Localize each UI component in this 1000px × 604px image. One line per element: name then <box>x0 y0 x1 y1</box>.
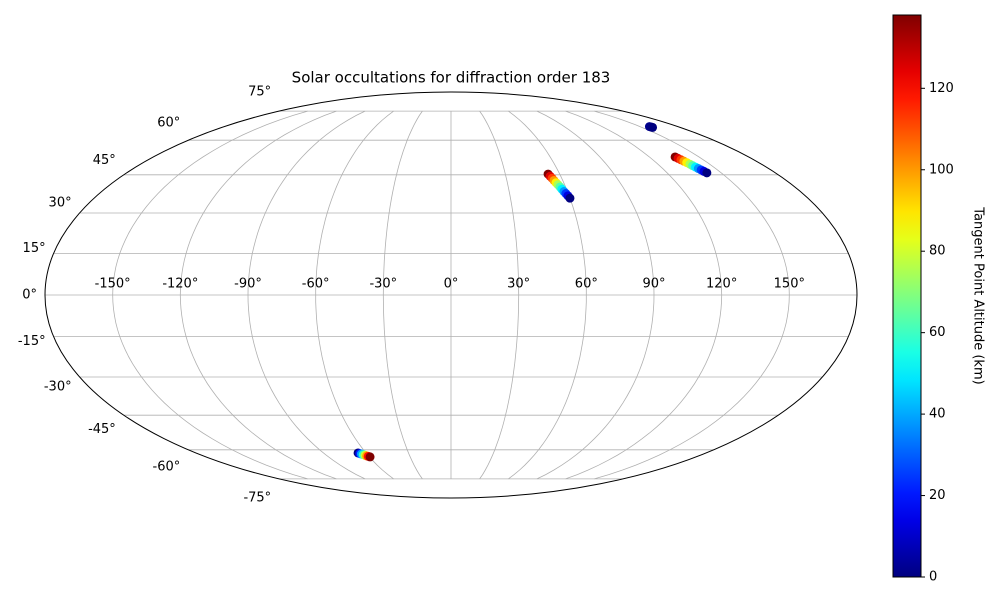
y-tick-label: 60° <box>157 115 180 130</box>
x-tick-label: -120° <box>162 277 198 292</box>
x-tick-label: 60° <box>575 277 598 292</box>
colorbar-tick-label: 120 <box>929 81 954 96</box>
x-tick-label: 30° <box>507 277 530 292</box>
x-tick-label: -90° <box>234 277 262 292</box>
y-tick-label: -60° <box>153 460 181 475</box>
x-tick-label: -30° <box>369 277 397 292</box>
colorbar <box>893 15 921 577</box>
colorbar-tick-label: 40 <box>929 407 946 422</box>
colorbar-tick-label: 0 <box>929 570 937 585</box>
x-tick-label: -150° <box>95 277 131 292</box>
y-tick-label: 15° <box>23 241 46 256</box>
x-tick-label: 90° <box>642 277 665 292</box>
map-outline <box>44 91 858 499</box>
y-tick-label: 75° <box>248 84 271 99</box>
y-tick-label: 45° <box>93 153 116 168</box>
colorbar-tick-label: 60 <box>929 325 946 340</box>
y-tick-label: -30° <box>44 380 72 395</box>
scatter-point <box>702 168 712 178</box>
y-tick-label: 30° <box>49 195 72 210</box>
colorbar-tick-label: 80 <box>929 244 946 259</box>
y-tick-label: 0° <box>22 288 37 303</box>
colorbar-label: Tangent Point Altitude (km) <box>971 206 986 384</box>
x-tick-label: 150° <box>774 277 805 292</box>
colorbar-frame <box>892 14 922 578</box>
colorbar-tick-label: 100 <box>929 162 954 177</box>
y-tick-label: -15° <box>18 334 46 349</box>
scatter-point <box>365 452 375 462</box>
y-tick-label: -45° <box>88 422 116 437</box>
x-tick-label: 0° <box>444 277 459 292</box>
x-tick-label: 120° <box>706 277 737 292</box>
colorbar-tick-label: 20 <box>929 488 946 503</box>
scatter-point <box>565 193 575 203</box>
y-tick-label: -75° <box>243 491 271 506</box>
chart-title: Solar occultations for diffraction order… <box>292 69 611 87</box>
x-tick-label: -60° <box>302 277 330 292</box>
scatter-point <box>648 122 658 132</box>
